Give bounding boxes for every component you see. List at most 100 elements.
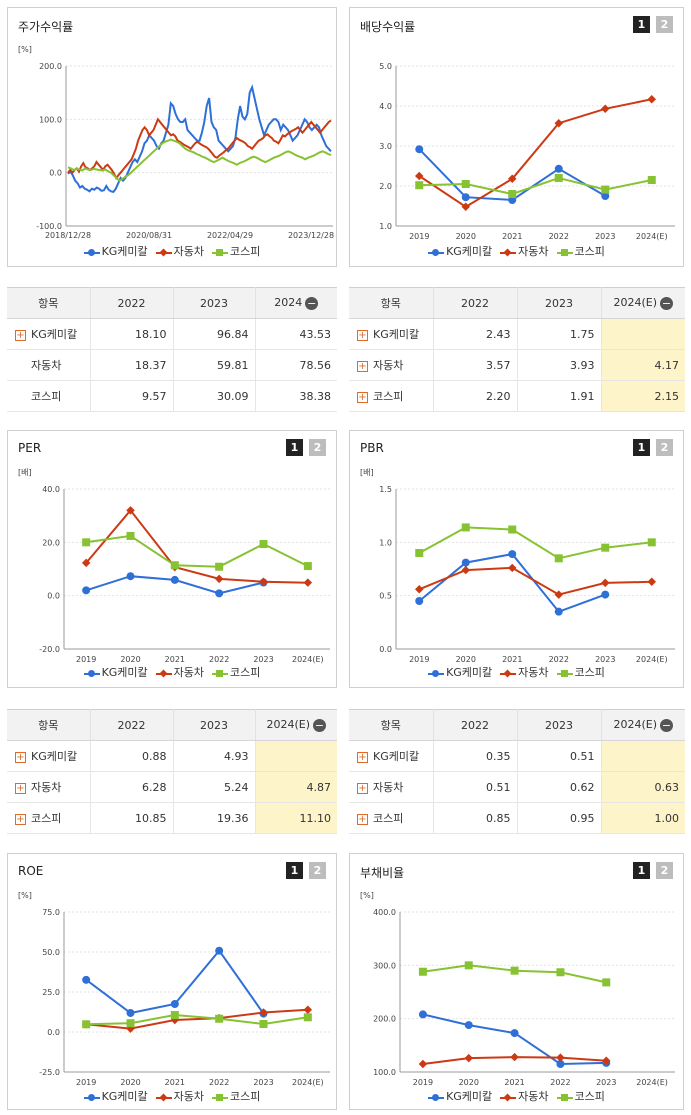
expand-icon[interactable]: + [357,329,368,341]
table-row: + 자동차 3.57 3.93 4.17 [349,349,685,381]
data-point-auto [415,171,424,181]
legend-item-kg[interactable]: KG케미칼 [83,664,148,680]
series-line-kospi [67,138,332,182]
toggle-button-1[interactable]: 1 [633,862,650,879]
table-cell: 2.20 [432,380,517,412]
y-tick-label: 0.0 [379,645,392,654]
x-tick-label: 2019 [409,655,429,664]
legend-item-kospi[interactable]: 코스피 [556,243,605,259]
data-point-kospi [415,181,424,190]
expand-icon[interactable]: + [15,782,26,794]
y-tick-label: 100.0 [39,115,62,124]
legend-item-kg[interactable]: KG케미칼 [428,1088,492,1104]
y-tick-label: 0.5 [379,592,392,601]
collapse-icon[interactable]: − [660,718,674,732]
legend-item-kg[interactable]: KG케미칼 [428,664,492,680]
legend-label: 자동차 [518,245,549,258]
legend-label: KG케미칼 [446,666,493,679]
column-header: 2022 [432,709,517,741]
chart-toggle: 1 2 [286,862,326,879]
table-row: 자동차 18.37 59.81 78.56 [7,349,337,381]
expand-icon[interactable]: + [357,782,368,794]
data-point-kg [415,145,424,154]
data-point-kospi [554,554,563,563]
data-point-kg [461,558,470,567]
data-point-kospi [126,531,135,540]
data-point-kospi [461,180,470,188]
chart-legend: KG케미칼 자동차 코스피 [350,664,683,680]
legend-item-kospi[interactable]: 코스피 [556,1088,605,1104]
table-row: + 자동차 0.51 0.62 0.63 [349,771,685,803]
legend-item-kospi[interactable]: 코스피 [212,664,260,680]
data-point-kospi [508,525,517,534]
legend-item-kospi[interactable]: 코스피 [212,1088,260,1104]
collapse-icon[interactable]: − [660,296,674,310]
legend-item-kospi[interactable]: 코스피 [556,664,605,680]
expand-icon[interactable]: + [15,329,26,341]
table-cell: 18.10 [89,318,173,350]
x-tick-label: 2024(E) [636,232,668,241]
roe-panel: ROE 1 2 [%] 75.0 50.0 25.0 0.0 -25.0 2019 2020 2… [7,853,337,1110]
row-label: + KG케미칼 [7,740,90,772]
toggle-button-2[interactable]: 2 [309,862,326,879]
data-point-kospi [556,968,565,977]
toggle-button-1[interactable]: 1 [286,439,303,456]
legend-item-auto[interactable]: 자동차 [155,1088,204,1104]
data-point-kospi [303,562,312,571]
table-cell [254,740,337,772]
table-cell: 3.93 [516,349,601,381]
expand-icon[interactable]: + [357,813,368,825]
expand-icon[interactable]: + [15,751,26,763]
pbr-chart: [배] 1.5 1.0 0.5 0.0 2019 2020 2021 2022 2023 2024(… [360,468,675,664]
data-point-kg [508,550,517,559]
toggle-button-2[interactable]: 2 [656,439,673,456]
legend-item-kg[interactable]: KG케미칼 [83,1088,148,1104]
legend-label: 코스피 [574,245,605,258]
collapse-icon[interactable]: − [305,296,319,310]
legend-label: 코스피 [230,245,261,258]
data-point-auto [415,585,424,594]
toggle-button-1[interactable]: 1 [286,862,303,879]
legend-item-auto[interactable]: 자동차 [500,664,549,680]
x-tick-label: 2022 [209,1078,229,1087]
table-cell: 30.09 [172,380,255,412]
y-tick-label: 0.0 [47,1028,60,1037]
expand-icon[interactable]: + [15,813,26,825]
toggle-button-2[interactable]: 2 [309,439,326,456]
series-line-kospi [86,1013,308,1026]
column-header: 2024(E) − [600,709,685,741]
expand-icon[interactable]: + [357,360,368,372]
table-cell: 10.85 [89,802,173,834]
legend-item-kg[interactable]: KG케미칼 [428,243,492,259]
legend-item-kospi[interactable]: 코스피 [212,243,260,259]
x-tick-label: 2024(E) [636,1078,668,1087]
table-cell: 4.17 [600,349,685,381]
legend-swatch [155,1093,172,1102]
y-axis-unit: [%] [18,891,32,900]
toggle-button-2[interactable]: 2 [656,862,673,879]
expand-icon[interactable]: + [357,391,368,403]
legend-swatch [500,1093,517,1102]
expand-icon[interactable]: + [357,751,368,763]
legend-item-kg[interactable]: KG케미칼 [83,243,148,259]
legend-item-auto[interactable]: 자동차 [155,664,204,680]
data-point-kg [554,607,563,616]
toggle-button-1[interactable]: 1 [633,439,650,456]
column-header: 2023 [516,287,601,319]
legend-item-auto[interactable]: 자동차 [155,243,204,259]
data-point-kospi [170,1011,179,1020]
table-cell: 11.10 [254,802,337,834]
legend-item-auto[interactable]: 자동차 [500,1088,549,1104]
series-line-kospi [86,534,309,568]
toggle-button-2[interactable]: 2 [656,16,673,33]
legend-item-auto[interactable]: 자동차 [500,243,549,259]
toggle-button-1[interactable]: 1 [633,16,650,33]
data-point-kospi [647,538,656,547]
y-tick-label: 50.0 [42,948,60,957]
column-header: 2024(E) − [600,287,685,319]
y-tick-label: -20.0 [39,645,60,654]
collapse-icon[interactable]: − [313,718,327,732]
table-cell: 2.15 [600,380,685,412]
series-line-auto [418,566,652,596]
